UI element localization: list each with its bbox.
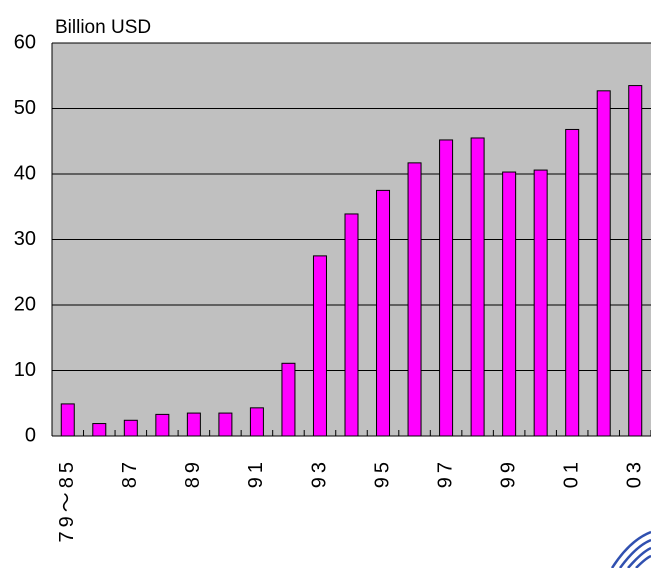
bar: [312, 255, 327, 437]
x-tick-label: 93: [308, 458, 330, 488]
x-tick-label: 79～85: [56, 458, 78, 543]
logo: [610, 530, 651, 568]
x-tick-label: 89: [182, 458, 204, 488]
bar: [407, 162, 422, 437]
y-tick-label: 20: [14, 293, 36, 315]
x-tick-label: 03: [624, 458, 646, 488]
bar: [218, 412, 233, 437]
y-tick-label: 40: [14, 162, 36, 184]
bar: [470, 137, 485, 437]
bar: [123, 419, 138, 437]
x-tick-label: 87: [119, 458, 141, 488]
x-tick-label: 95: [371, 458, 393, 488]
y-tick-label: 30: [14, 228, 36, 250]
y-tick-label: 10: [14, 359, 36, 381]
bar: [533, 169, 548, 437]
bar: [502, 171, 517, 437]
bar: [344, 213, 359, 437]
bar: [186, 412, 201, 437]
x-tick-label: 99: [497, 458, 519, 488]
bar: [596, 90, 611, 437]
bar: [60, 403, 75, 437]
bar: [565, 128, 580, 437]
bar: [281, 362, 296, 437]
y-tick-label: 60: [14, 31, 36, 53]
bar: [628, 85, 643, 437]
bar: [155, 413, 170, 437]
y-axis-title: Billion USD: [55, 17, 151, 38]
x-tick-label: 01: [560, 458, 582, 488]
x-tick-label: 91: [245, 458, 267, 488]
y-tick-label: 0: [25, 424, 36, 446]
bar: [249, 407, 264, 437]
y-tick-label: 50: [14, 97, 36, 119]
bar: [376, 189, 391, 437]
bar: [92, 423, 107, 437]
bar: [439, 139, 454, 437]
x-tick-label: 97: [434, 458, 456, 488]
